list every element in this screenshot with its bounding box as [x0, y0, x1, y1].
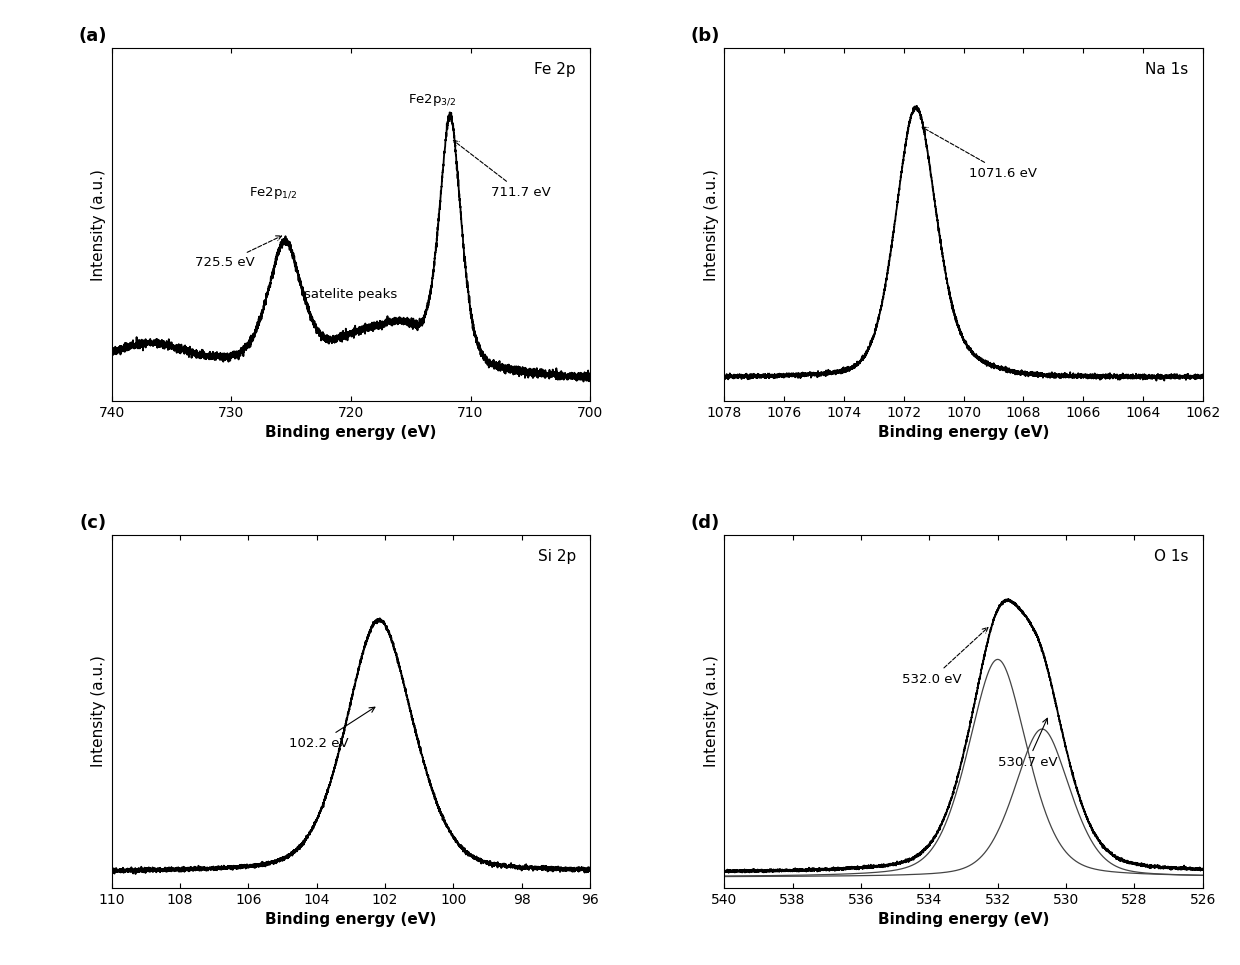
Text: Si 2p: Si 2p	[538, 549, 575, 565]
Text: (a): (a)	[78, 27, 107, 44]
Text: Fe2p$_{3/2}$: Fe2p$_{3/2}$	[408, 93, 456, 108]
Text: 725.5 eV: 725.5 eV	[196, 235, 281, 269]
Text: (d): (d)	[691, 513, 719, 532]
Text: 1071.6 eV: 1071.6 eV	[923, 127, 1038, 179]
X-axis label: Binding energy (eV): Binding energy (eV)	[265, 426, 436, 440]
Text: 530.7 eV: 530.7 eV	[998, 718, 1058, 769]
Text: Fe2p$_{1/2}$: Fe2p$_{1/2}$	[249, 185, 298, 201]
Text: O 1s: O 1s	[1154, 549, 1188, 565]
Text: 532.0 eV: 532.0 eV	[901, 627, 988, 685]
Text: Fe 2p: Fe 2p	[534, 63, 575, 77]
Y-axis label: Intensity (a.u.): Intensity (a.u.)	[703, 655, 719, 767]
X-axis label: Binding energy (eV): Binding energy (eV)	[878, 426, 1049, 440]
Y-axis label: Intensity (a.u.): Intensity (a.u.)	[91, 169, 107, 281]
Y-axis label: Intensity (a.u.): Intensity (a.u.)	[703, 169, 719, 281]
Y-axis label: Intensity (a.u.): Intensity (a.u.)	[91, 655, 107, 767]
Text: Na 1s: Na 1s	[1146, 63, 1188, 77]
Text: 102.2 eV: 102.2 eV	[289, 707, 374, 750]
Text: 711.7 eV: 711.7 eV	[454, 141, 551, 199]
Text: (c): (c)	[79, 513, 107, 532]
Text: satelite peaks: satelite peaks	[304, 289, 398, 301]
X-axis label: Binding energy (eV): Binding energy (eV)	[265, 912, 436, 927]
X-axis label: Binding energy (eV): Binding energy (eV)	[878, 912, 1049, 927]
Text: (b): (b)	[689, 27, 719, 44]
